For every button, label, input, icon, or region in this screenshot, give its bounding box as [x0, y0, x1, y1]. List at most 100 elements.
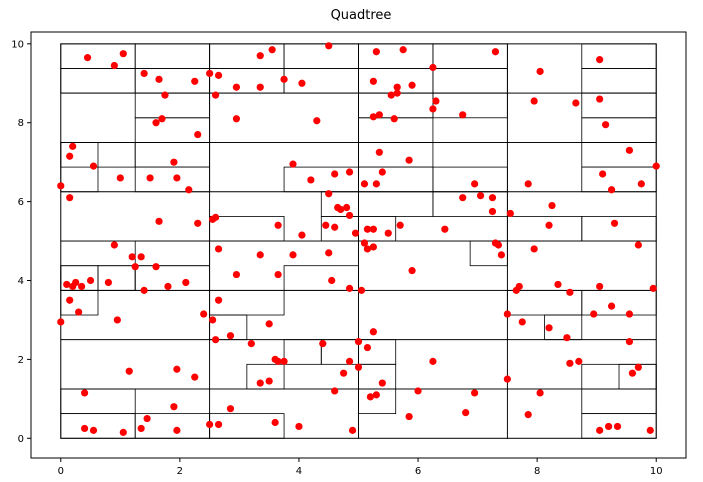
data-point-147 — [607, 302, 616, 310]
data-point-62 — [476, 192, 485, 200]
data-point-77 — [274, 221, 282, 229]
data-point-122 — [86, 276, 95, 285]
quadtree-cell-72 — [581, 216, 657, 242]
data-point-92 — [441, 225, 449, 233]
data-point-52 — [307, 176, 315, 184]
data-point-91 — [363, 245, 372, 253]
data-point-177 — [628, 369, 637, 377]
x-tick-label-6: 6 — [415, 466, 421, 477]
data-point-164 — [354, 338, 363, 346]
data-point-58 — [378, 168, 386, 176]
data-point-61 — [471, 180, 479, 188]
data-point-150 — [625, 338, 634, 346]
data-point-56 — [360, 180, 369, 188]
data-point-57 — [372, 180, 380, 188]
quadtree-cell-70 — [469, 240, 508, 267]
data-point-7 — [206, 69, 214, 78]
quadtree-cell-88 — [358, 339, 397, 365]
data-point-140 — [518, 318, 526, 326]
quadtree-cell-44 — [432, 68, 508, 94]
data-point-13 — [268, 46, 276, 54]
data-point-8 — [211, 91, 220, 99]
quadtree-cell-51 — [432, 92, 508, 119]
quadtree-cell-83 — [581, 289, 657, 316]
data-point-152 — [173, 365, 181, 373]
data-point-5 — [161, 91, 169, 99]
y-tick-label-10: 10 — [11, 39, 24, 50]
data-point-168 — [366, 393, 375, 401]
y-tick-label-8: 8 — [18, 118, 24, 129]
data-point-181 — [89, 426, 98, 434]
data-point-151 — [125, 367, 133, 375]
data-point-174 — [536, 389, 544, 397]
data-point-12 — [256, 83, 264, 91]
data-point-176 — [575, 357, 583, 365]
data-point-10 — [232, 83, 241, 91]
data-point-28 — [572, 99, 580, 107]
data-point-82 — [342, 203, 351, 212]
data-point-137 — [503, 310, 511, 318]
data-point-149 — [649, 284, 657, 292]
quadtree-cell-56 — [134, 166, 211, 193]
data-point-37 — [375, 111, 383, 119]
data-point-9 — [214, 71, 223, 79]
data-point-16 — [325, 42, 333, 50]
data-point-59 — [375, 148, 383, 156]
data-point-55 — [345, 168, 354, 176]
data-point-170 — [378, 379, 386, 387]
data-point-161 — [319, 340, 327, 348]
data-point-63 — [459, 194, 467, 202]
data-point-14 — [280, 75, 288, 83]
data-point-133 — [265, 320, 273, 328]
data-point-45 — [89, 162, 98, 170]
data-point-172 — [471, 389, 479, 397]
data-point-182 — [119, 428, 127, 436]
data-point-2 — [119, 50, 127, 58]
data-points — [57, 42, 660, 436]
data-point-197 — [524, 411, 532, 419]
data-point-127 — [57, 318, 65, 326]
data-point-36 — [369, 113, 377, 121]
data-point-173 — [503, 375, 511, 383]
data-point-98 — [530, 245, 538, 253]
data-point-192 — [331, 387, 339, 395]
data-point-189 — [226, 405, 235, 413]
data-point-97 — [497, 251, 506, 259]
data-point-20 — [399, 46, 407, 54]
data-point-66 — [599, 170, 607, 178]
data-point-18 — [369, 77, 377, 85]
quadtree-cell-45 — [581, 43, 657, 69]
data-point-107 — [152, 263, 160, 271]
data-point-120 — [72, 278, 80, 287]
data-point-19 — [393, 83, 401, 91]
data-point-118 — [63, 280, 71, 289]
data-point-166 — [363, 343, 372, 352]
data-point-190 — [271, 418, 279, 427]
quadtree-cell-25 — [60, 339, 211, 390]
data-point-49 — [173, 174, 181, 182]
data-point-22 — [393, 89, 401, 97]
data-point-88 — [384, 229, 392, 237]
data-point-109 — [256, 251, 264, 259]
data-point-48 — [170, 158, 178, 166]
data-point-184 — [143, 414, 151, 423]
quadtree-cell-98 — [581, 388, 657, 415]
data-point-154 — [211, 336, 220, 344]
data-point-27 — [530, 97, 538, 105]
data-point-110 — [274, 270, 282, 279]
data-point-72 — [66, 194, 74, 202]
data-point-146 — [596, 282, 604, 291]
data-point-153 — [191, 373, 199, 381]
quadtree-cell-60 — [358, 142, 434, 168]
data-point-65 — [524, 180, 532, 188]
data-point-51 — [289, 160, 297, 168]
y-tick-label-4: 4 — [18, 276, 24, 287]
data-point-193 — [348, 426, 357, 434]
data-point-112 — [325, 249, 333, 257]
data-point-132 — [226, 332, 235, 340]
y-tick-label-6: 6 — [18, 197, 24, 208]
data-point-87 — [369, 225, 377, 233]
data-point-142 — [566, 288, 574, 296]
data-point-15 — [298, 79, 306, 87]
